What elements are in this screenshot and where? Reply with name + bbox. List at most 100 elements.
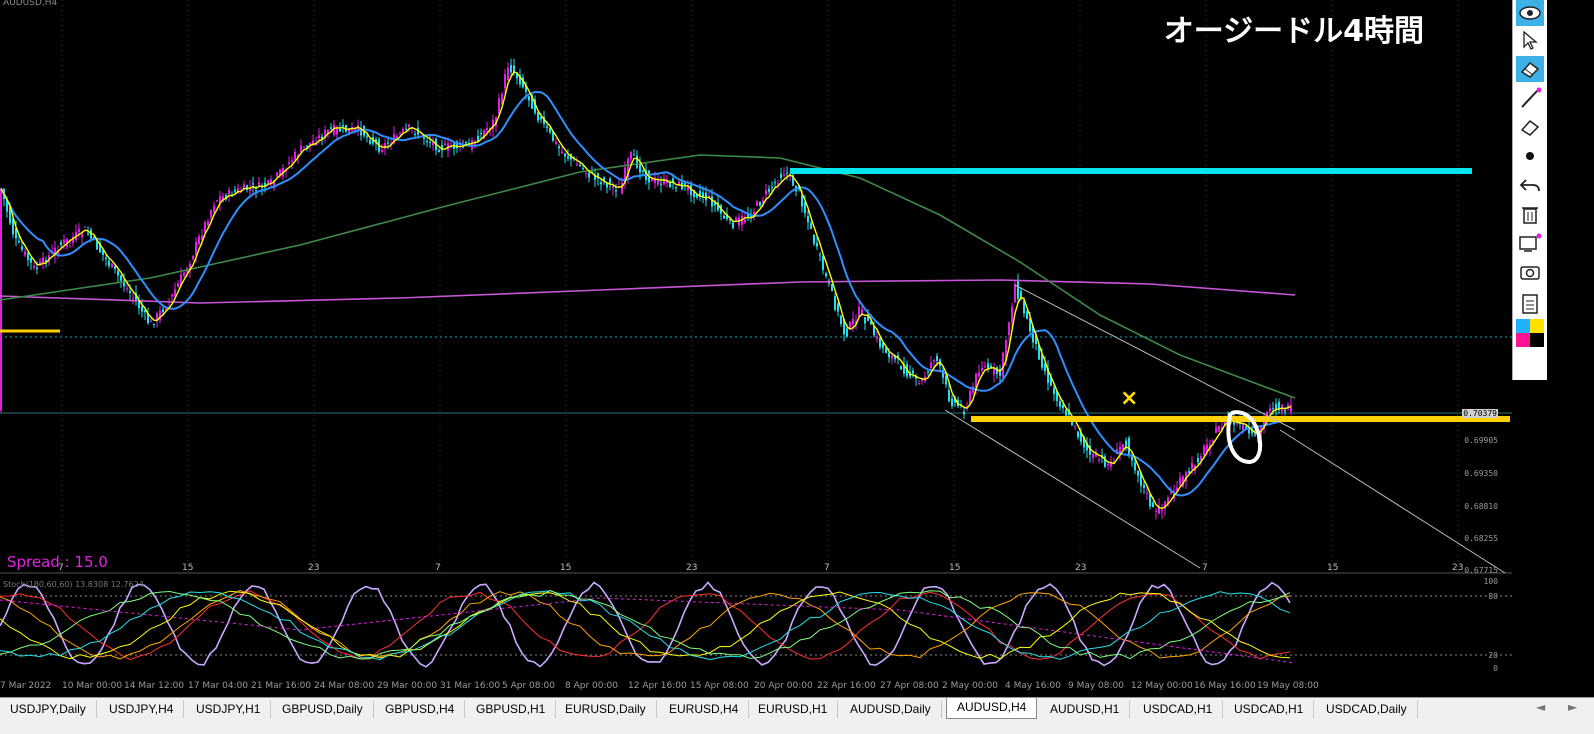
candle-body [831,283,833,292]
candle-body [558,146,560,149]
candle-body [249,187,251,191]
candle-body [1191,462,1193,470]
candle-body [348,127,350,135]
pen-eraser-icon[interactable] [1516,114,1544,140]
tab-usdcad-daily[interactable]: USDCAD,Daily [1316,700,1418,718]
candle-body [1212,440,1214,442]
candle-body [15,228,17,239]
candle-body [1278,401,1280,410]
date-tick: 4 May 16:00 [1005,681,1061,691]
candle-body [198,236,200,245]
camera-icon[interactable] [1516,259,1544,285]
current-price-label: 0.70379 [1462,409,1498,418]
tab-audusd-h4[interactable]: AUDUSD,H4 [946,698,1038,719]
candle-body [474,141,476,147]
tab-eurusd-h4[interactable]: EURUSD,H4 [659,700,750,718]
ma-fast-line [0,70,1292,510]
candle-body [1071,421,1073,426]
candle-body [642,170,644,172]
candle-body [588,172,590,178]
tab-usdjpy-h4[interactable]: USDJPY,H4 [99,700,185,718]
undo-icon[interactable] [1516,172,1544,198]
tab-usdjpy-daily[interactable]: USDJPY,Daily [0,700,97,718]
tab-gbpusd-h4[interactable]: GBPUSD,H4 [375,700,466,718]
day-tick: 23 [1075,563,1087,573]
candle-body [114,265,116,269]
candle-body [1020,291,1022,300]
candle-body [780,173,782,178]
tab-scroll-right-icon[interactable]: ► [1568,700,1578,714]
candle-body [414,133,416,135]
candle-body [234,189,236,192]
candle-body [996,367,998,374]
candle-body [219,196,221,204]
candle-body [399,133,401,135]
candle-body [309,142,311,146]
clipboard-icon[interactable] [1516,290,1544,316]
tab-audusd-daily[interactable]: AUDUSD,Daily [840,700,942,718]
cursor-icon[interactable] [1516,27,1544,53]
candle-body [672,178,674,184]
candle-body [237,188,239,193]
dot-icon[interactable] [1516,143,1544,169]
candle-body [141,306,143,312]
stoch-line [0,589,1291,660]
price-chart[interactable]: AUDUSD,H4 オージードル4時間 Spread : 15.0 Stoch(… [0,0,1536,693]
candle-body [54,247,56,256]
tab-eurusd-h1[interactable]: EURUSD,H1 [748,700,839,718]
candle-body [1185,471,1187,482]
candle-body [1053,387,1055,394]
candle-body [981,367,983,371]
eye-icon[interactable] [1516,0,1544,26]
candle-body [1059,400,1061,407]
candle-body [1254,433,1256,436]
tab-audusd-h1[interactable]: AUDUSD,H1 [1040,700,1131,718]
candle-body [33,265,35,268]
candle-body [717,202,719,211]
trash-icon[interactable] [1516,201,1544,227]
candle-body [210,210,212,218]
day-tick: 23 [308,563,320,573]
candle-body [267,180,269,184]
candle-body [477,135,479,142]
candle-body [819,254,821,256]
candle-body [711,196,713,207]
date-tick: 9 May 08:00 [1068,681,1124,691]
candle-body [870,321,872,325]
tab-usdcad-h1-2[interactable]: USDCAD,H1 [1224,700,1315,718]
chart-tabs-bar: USDJPY,Daily USDJPY,H4 USDJPY,H1 GBPUSD,… [0,697,1594,734]
ma-slow-line [0,154,1296,399]
eraser-icon[interactable] [1516,56,1544,82]
candle-body [594,175,596,180]
candle-body [162,309,164,313]
tab-gbpusd-h1[interactable]: GBPUSD,H1 [466,700,557,718]
tab-gbpusd-daily[interactable]: GBPUSD,Daily [272,700,374,718]
candle-body [627,158,629,178]
candle-body [294,151,296,160]
candle-body [1050,376,1052,386]
tab-usdjpy-h1[interactable]: USDJPY,H1 [186,700,272,718]
tab-eurusd-daily[interactable]: EURUSD,Daily [555,700,657,718]
candle-body [969,391,971,404]
candle-body [726,214,728,219]
tab-scroll-left-icon[interactable]: ◄ [1536,700,1546,714]
date-tick: 31 Mar 16:00 [440,681,501,691]
candle-body [825,273,827,277]
date-tick: 15 Apr 08:00 [690,681,749,691]
stoch-label: Stoch(180,60,60) 13.8308 12.7624 [3,580,144,589]
candle-body [1125,440,1127,448]
drawings [0,168,1510,574]
day-tick: 15 [1327,563,1339,573]
palette-icon[interactable] [1516,319,1544,347]
pen-icon[interactable] [1516,85,1544,111]
candle-body [801,194,803,207]
screenshot-icon[interactable] [1516,230,1544,256]
day-tick: 15 [182,563,194,573]
candle-body [963,411,965,415]
candle-body [867,315,869,321]
date-tick: 19 May 08:00 [1257,681,1319,691]
candle-body [951,398,953,407]
channel-upper-ext [1279,429,1506,574]
tab-usdcad-h1[interactable]: USDCAD,H1 [1133,700,1224,718]
candle-body [582,168,584,170]
